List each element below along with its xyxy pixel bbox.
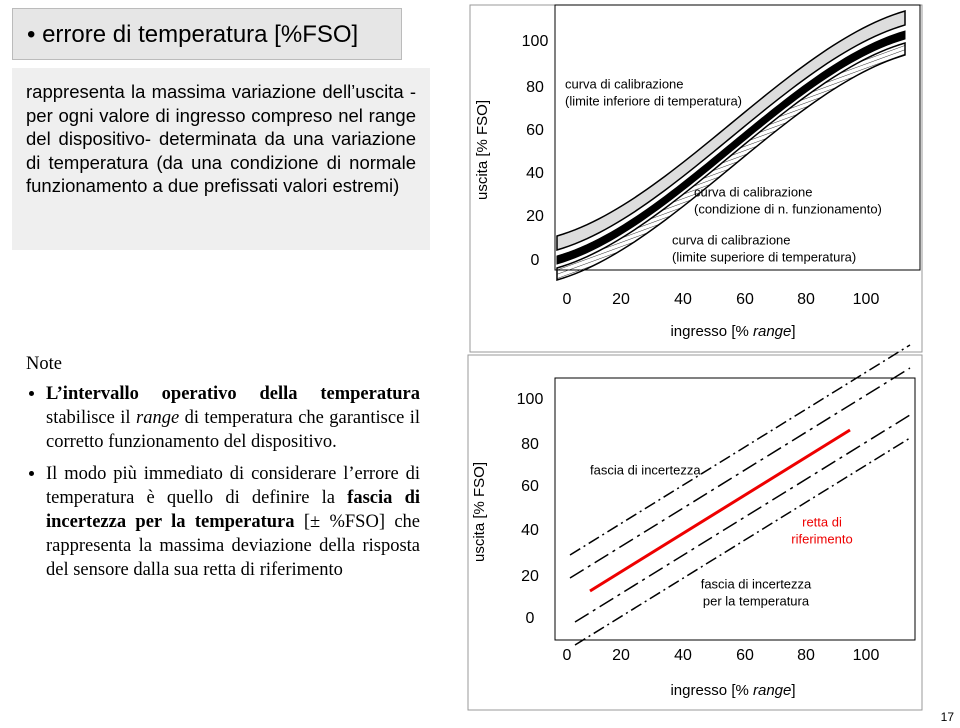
notes-title: Note [26,354,62,374]
annotation: riferimento [791,531,852,546]
reference-line [589,428,851,593]
y-axis-label: uscita [% FSO] [471,462,488,562]
text: stabilisce il [46,408,136,428]
note-item: L’intervallo operativo della temperatura… [46,382,420,454]
definition: rappresenta la massima variazione dell’u… [12,68,430,250]
text-italic: range [136,408,180,428]
annotation: curva di calibrazione [672,232,791,247]
annotation: fascia di incertezza [701,576,812,591]
text: ] [791,682,795,699]
annotation: curva di calibrazione [694,184,813,199]
y-tick-label: 0 [526,610,535,627]
annotation: (condizione di n. funzionamento) [694,201,882,216]
y-tick-label: 20 [521,568,539,585]
calibration-band [556,41,906,282]
figure-2-box [467,354,923,711]
calibration-band [556,9,906,252]
page-number: 17 [940,710,954,724]
note-item: Il modo più immediato di considerare l’e… [46,462,420,582]
x-tick-label: 80 [797,647,815,664]
y-tick-label: 100 [517,391,544,408]
y-axis-label: uscita [% FSO] [474,100,491,200]
x-tick-label: 20 [612,647,630,664]
title: errore di temperatura [%FSO] [42,21,359,48]
y-tick-label: 100 [522,33,549,50]
x-axis-label: ingresso [% range] [670,323,795,340]
text: ingresso [% [670,323,753,340]
notes-list: L’intervallo operativo della temperatura… [26,382,420,582]
x-tick-label: 60 [736,291,754,308]
y-tick-label: 20 [526,208,544,225]
text: di temperatura che garantisce il corrett… [46,408,420,452]
title-box: • errore di temperatura [%FSO] [12,8,402,60]
annotation: (limite inferiore di temperatura) [565,93,742,108]
x-tick-label: 0 [563,647,572,664]
x-tick-label: 60 [736,647,754,664]
y-tick-label: 60 [521,478,539,495]
band-line [574,414,911,623]
notes: Note L’intervallo operativo della temper… [26,352,420,590]
text: [± %FSO] che rappresenta la massima devi… [46,512,420,580]
text: range [753,323,791,340]
text: ] [791,323,795,340]
text: range [753,682,791,699]
y-tick-label: 80 [526,79,544,96]
annotation: curva di calibrazione [565,76,684,91]
y-tick-label: 40 [526,165,544,182]
bands [569,344,911,646]
text-bold: L’intervallo operativo della temperatura [46,384,420,404]
figure-1-frame [554,4,921,271]
text: Il modo più immediato di considerare l’e… [46,464,420,508]
x-tick-label: 80 [797,291,815,308]
text-bold: fascia di incertezza per la temperatura [46,488,420,532]
band-line [569,344,911,556]
y-tick-label: 80 [521,436,539,453]
calibration-band [556,30,906,265]
text: ingresso [% [670,682,753,699]
annotation: per la temperatura [703,593,810,608]
y-tick-label: 60 [526,122,544,139]
x-tick-label: 40 [674,291,692,308]
x-tick-label: 20 [612,291,630,308]
x-tick-label: 0 [563,291,572,308]
annotation: retta di [802,514,842,529]
annotation: fascia di incertezza [590,462,701,477]
x-tick-label: 100 [853,291,880,308]
annotation: (limite superiore di temperatura) [672,249,856,264]
x-tick-label: 40 [674,647,692,664]
x-tick-label: 100 [853,647,880,664]
band-line [569,367,911,579]
y-tick-label: 40 [521,522,539,539]
x-axis-label: ingresso [% range] [670,682,795,699]
y-tick-label: 0 [531,252,540,269]
figure-2-frame [554,377,916,641]
